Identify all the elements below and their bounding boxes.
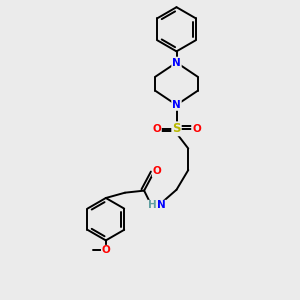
Text: O: O: [101, 245, 110, 255]
Text: N: N: [172, 100, 181, 110]
Text: O: O: [152, 124, 161, 134]
Text: N: N: [158, 200, 166, 210]
Text: O: O: [153, 167, 161, 176]
Text: N: N: [172, 58, 181, 68]
Text: H: H: [148, 200, 157, 210]
Text: S: S: [172, 122, 181, 135]
Text: O: O: [192, 124, 201, 134]
